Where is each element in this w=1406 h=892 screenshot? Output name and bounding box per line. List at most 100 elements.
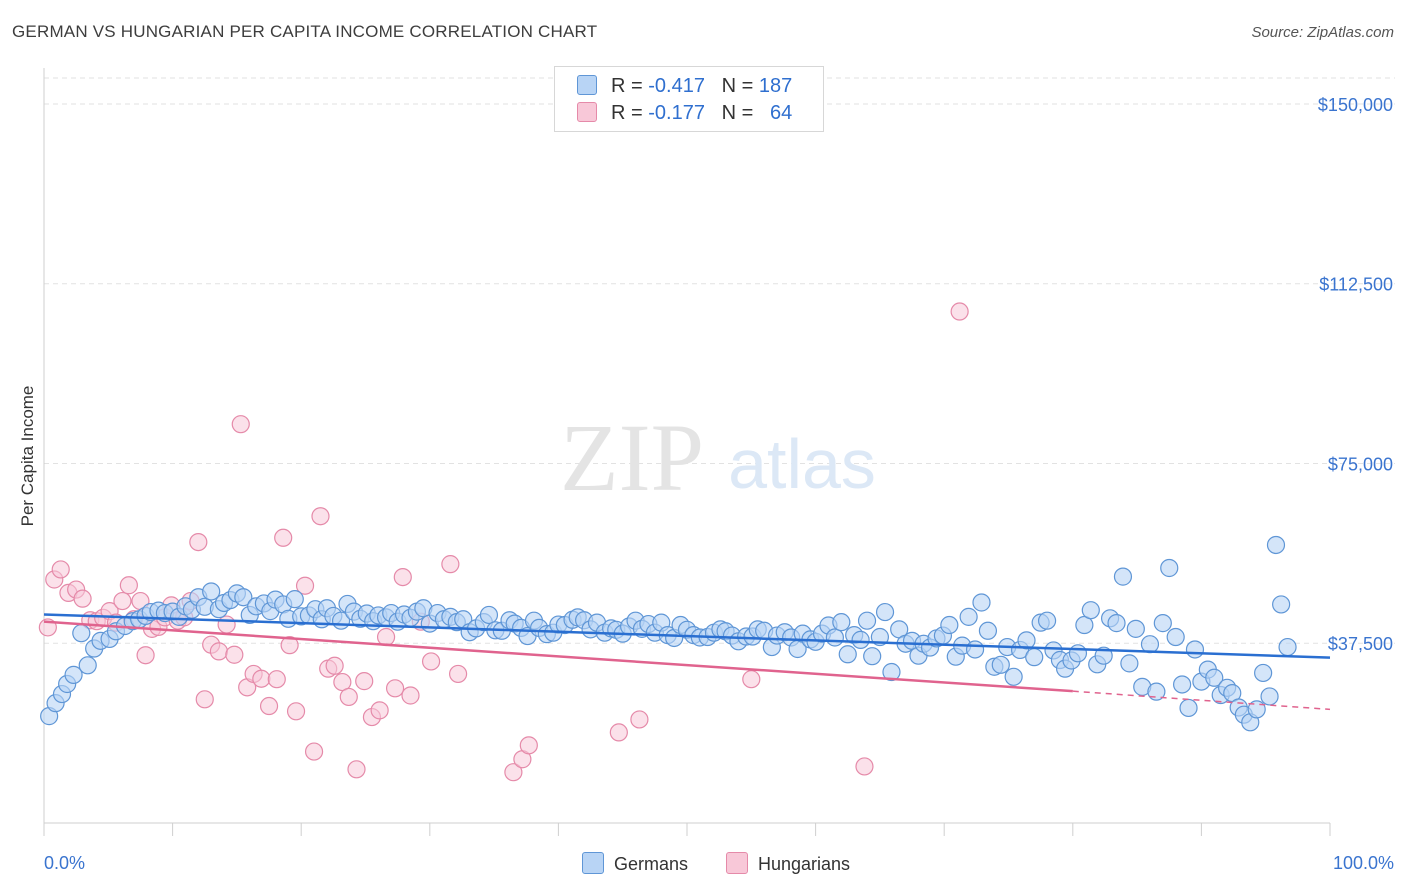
hungarians-point (448, 664, 468, 684)
germans-point (882, 662, 901, 682)
hungarians-point (304, 742, 324, 761)
y-tick-label: $37,500 (1328, 634, 1393, 654)
hungarians-point (630, 710, 649, 729)
germans-point (1185, 640, 1205, 659)
hungarians-point (370, 701, 389, 720)
hungarians-legend-label: Hungarians (758, 854, 851, 874)
germans-point (64, 665, 83, 684)
watermark-atlas: atlas (728, 425, 876, 503)
hungarians-point (742, 670, 761, 689)
hungarians-point (519, 736, 538, 755)
germans-point (1025, 648, 1044, 667)
germans-point (1017, 631, 1036, 650)
germans-point (863, 647, 882, 666)
hungarians-point (189, 532, 208, 552)
germans-point (1153, 614, 1172, 633)
germans-point (875, 602, 895, 622)
legend-n-value-hungarians: 64 (770, 102, 793, 124)
germans-point (1254, 663, 1273, 683)
chart-title: GERMAN VS HUNGARIAN PER CAPITA INCOME CO… (12, 22, 598, 41)
watermark-zip: ZIP (560, 404, 704, 511)
germans-point (857, 611, 877, 630)
hungarians-point (119, 576, 138, 595)
chart-source: Source: ZipAtlas.com (1251, 24, 1394, 41)
germans-point (1107, 614, 1126, 633)
legend-r-value-germans: -0.417 (648, 75, 705, 97)
germans-point (285, 590, 304, 609)
germans-point (1081, 601, 1100, 620)
hungarians-point (259, 696, 279, 716)
germans-legend-label: Germans (614, 854, 689, 874)
germans-point (1266, 535, 1286, 555)
trend-lines (43, 613, 1331, 711)
hungarians-point (325, 656, 344, 675)
legend-r-label: R = (611, 102, 643, 124)
germans-point (959, 607, 978, 626)
germans-point (1094, 646, 1113, 665)
hungarians-point (393, 567, 412, 587)
hungarians-trend-extension (1072, 690, 1331, 711)
hungarians-point (231, 415, 250, 434)
germans-point (78, 656, 97, 675)
germans-point (1120, 654, 1139, 673)
y-tick-label: $150,000 (1318, 95, 1393, 115)
germans-point (202, 582, 221, 601)
germans-point (1160, 558, 1179, 578)
legend-n-label: N = (721, 75, 754, 97)
germans-point (1113, 567, 1133, 586)
germans-point (1004, 667, 1023, 686)
hungarians-point (51, 560, 70, 579)
germans-point (1068, 644, 1088, 663)
hungarians-point (73, 589, 92, 608)
germans-point (972, 593, 991, 612)
hungarians-point (385, 679, 405, 698)
series-germans-points (40, 535, 1297, 732)
legend-row-germans: R = -0.417 N = 187 (577, 75, 792, 99)
germans-point (1037, 611, 1057, 630)
hungarians-point (347, 760, 366, 779)
legend-n-value-germans: 187 (758, 75, 793, 97)
hungarians-point (504, 763, 523, 782)
series-hungarians-points (38, 302, 969, 782)
hungarians-point (401, 686, 420, 705)
germans-point (965, 640, 985, 659)
legend-n-label: N = (721, 102, 754, 124)
legend-r-value-hungarians: -0.177 (648, 102, 705, 124)
y-tick-label: $75,000 (1328, 454, 1393, 474)
germans-point (1260, 687, 1279, 706)
watermark: ZIP atlas (560, 404, 876, 511)
hungarians-point (339, 687, 358, 707)
hungarians-swatch (577, 102, 597, 122)
hungarians-point (217, 615, 236, 634)
germans-point (1272, 595, 1291, 614)
hungarians-point (855, 757, 874, 776)
germans-swatch (577, 75, 597, 95)
germans-point (1278, 637, 1297, 657)
x-tick-label-max: 100.0% (1333, 853, 1394, 873)
germans-point (838, 645, 857, 664)
tick-labels: $37,500 $75,000 $112,500 $150,000 0.0% 100.0% (44, 95, 1394, 873)
germans-point (1179, 698, 1198, 718)
hungarians-point (209, 642, 228, 661)
legend-row-hungarians: R = -0.177 N = 64 (577, 102, 792, 126)
hungarians-point (195, 690, 214, 709)
grid-lines (44, 77, 1395, 644)
germans-trend-line (43, 613, 1331, 659)
hungarians-point (355, 672, 374, 691)
hungarians-legend-swatch (726, 852, 748, 874)
germans-point (72, 624, 91, 643)
legend-r-label: R = (611, 75, 643, 97)
bottom-legend-germans: Germans (582, 852, 688, 875)
germans-point (991, 655, 1010, 674)
hungarians-point (421, 652, 441, 671)
germans-point (1126, 619, 1145, 638)
hungarians-point (280, 636, 299, 655)
germans-point (940, 615, 959, 635)
hungarians-point (376, 627, 396, 647)
germans-point (1166, 627, 1185, 647)
germans-point (851, 630, 870, 649)
hungarians-point (252, 669, 271, 688)
germans-legend-swatch (582, 852, 604, 874)
hungarians-point (286, 702, 306, 721)
